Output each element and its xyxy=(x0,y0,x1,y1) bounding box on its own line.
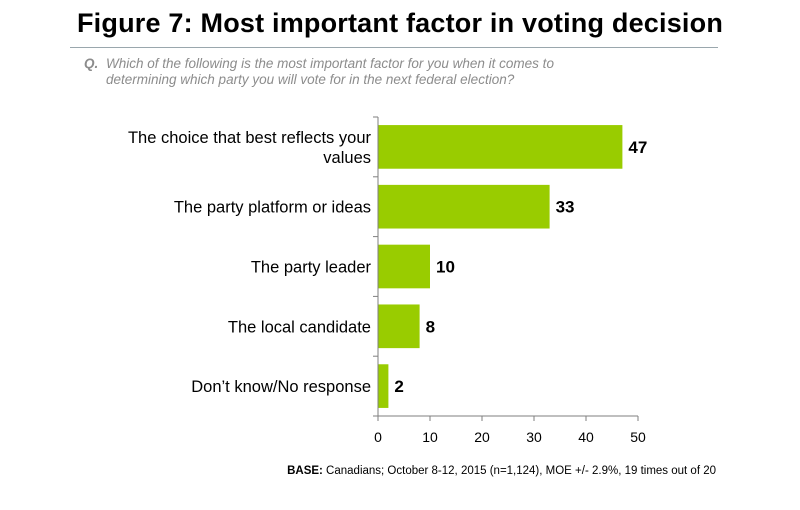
title-divider xyxy=(70,47,718,48)
bar xyxy=(378,125,623,169)
x-tick-label: 50 xyxy=(630,429,646,445)
question-line-2: determining which party you will vote fo… xyxy=(106,72,515,87)
chart-title: Figure 7: Most important factor in votin… xyxy=(76,8,724,38)
category-label: The party leader xyxy=(251,259,372,277)
x-tick-label: 10 xyxy=(422,429,438,445)
category-label: values xyxy=(323,149,371,167)
data-label: 47 xyxy=(628,138,647,157)
x-tick-label: 40 xyxy=(578,429,594,445)
data-label: 8 xyxy=(426,317,435,336)
bar xyxy=(378,244,430,289)
question-text: Q. Which of the following is the most imp… xyxy=(84,56,704,88)
question-label: Q. xyxy=(84,56,99,71)
question-line-1: Which of the following is the most impor… xyxy=(106,56,554,71)
base-note: BASE: Canadians; October 8-12, 2015 (n=1… xyxy=(287,465,716,477)
data-label: 33 xyxy=(556,198,575,217)
category-label: The party platform or ideas xyxy=(174,199,371,217)
x-tick-label: 20 xyxy=(474,429,490,445)
base-text: Canadians; October 8-12, 2015 (n=1,124),… xyxy=(322,465,716,477)
bar xyxy=(378,304,420,349)
bar xyxy=(378,184,550,229)
category-label: The local candidate xyxy=(228,318,371,336)
x-tick-label: 0 xyxy=(374,429,382,445)
data-label: 2 xyxy=(394,377,403,396)
category-label: Don’t know/No response xyxy=(191,378,371,396)
category-label: The choice that best reflects your xyxy=(128,129,372,147)
bar xyxy=(378,364,389,408)
data-label: 10 xyxy=(436,258,455,277)
x-tick-label: 30 xyxy=(526,429,542,445)
base-label: BASE: xyxy=(287,465,323,477)
